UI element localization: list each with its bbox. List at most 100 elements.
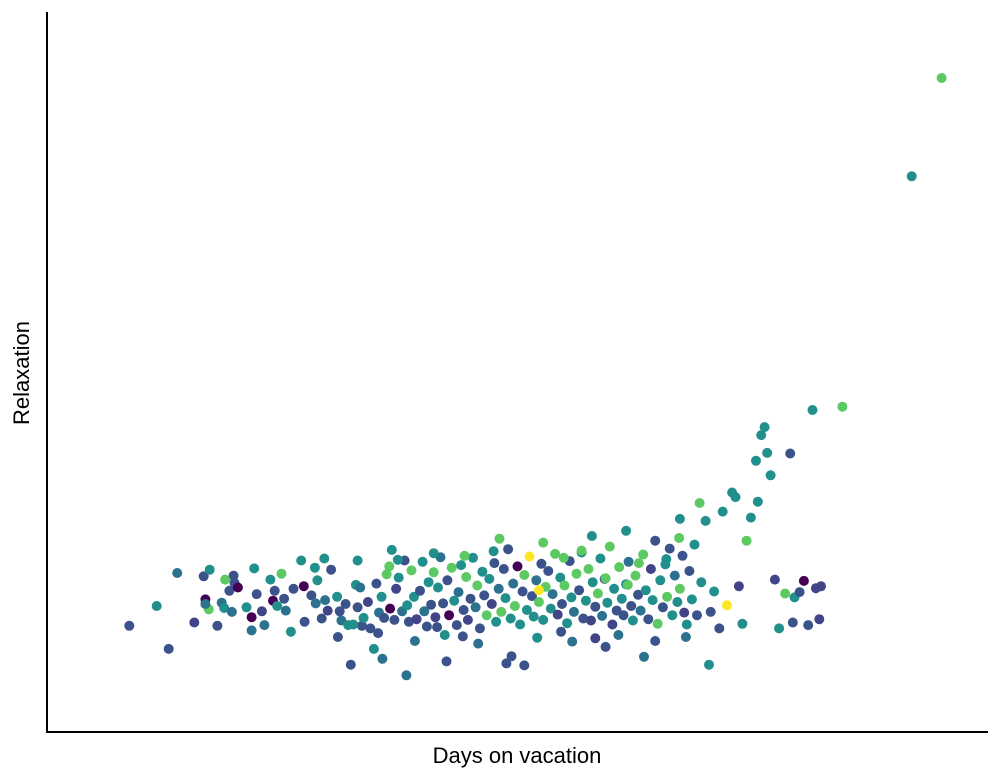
scatter-point bbox=[319, 553, 330, 564]
scatter-point bbox=[272, 601, 283, 611]
scatter-point bbox=[722, 600, 732, 611]
scatter-point bbox=[586, 531, 597, 541]
scatter-point bbox=[486, 599, 497, 609]
scatter-point bbox=[358, 612, 369, 623]
scatter-point bbox=[406, 565, 417, 576]
scatter-point bbox=[310, 598, 321, 609]
scatter-point bbox=[733, 581, 744, 592]
scatter-point bbox=[442, 575, 453, 586]
scatter-point bbox=[590, 601, 601, 612]
scatter-point bbox=[296, 555, 307, 566]
scatter-point bbox=[519, 570, 530, 580]
scatter-point bbox=[597, 610, 608, 621]
scatter-point bbox=[439, 630, 450, 640]
scatter-point bbox=[198, 571, 209, 582]
scatter-point bbox=[650, 535, 661, 546]
scatter-point bbox=[705, 606, 716, 617]
scatter-point bbox=[446, 562, 457, 573]
scatter-point bbox=[816, 581, 826, 592]
scatter-point bbox=[449, 595, 460, 606]
scatter-point bbox=[474, 623, 485, 634]
scatter-point bbox=[200, 599, 211, 609]
scatter-point bbox=[461, 572, 472, 582]
scatter-point bbox=[614, 562, 625, 573]
scatter-point bbox=[472, 580, 483, 591]
scatter-point bbox=[269, 585, 280, 596]
scatter-point bbox=[664, 543, 675, 554]
scatter-point bbox=[403, 616, 414, 627]
scatter-point bbox=[586, 615, 596, 626]
scatter-point bbox=[803, 620, 814, 631]
scatter-point bbox=[906, 171, 917, 182]
scatter-point bbox=[681, 619, 692, 630]
scatter-point bbox=[285, 626, 296, 637]
scatter-point bbox=[756, 430, 767, 441]
scatter-point bbox=[667, 610, 678, 621]
scatter-point bbox=[524, 551, 535, 562]
scatter-point bbox=[484, 573, 495, 584]
scatter-point bbox=[674, 583, 685, 594]
scatter-point bbox=[774, 623, 785, 634]
scatter-point bbox=[762, 447, 773, 458]
scatter-point bbox=[700, 515, 711, 526]
scatter-point bbox=[451, 620, 462, 631]
scatter-point bbox=[386, 544, 397, 555]
scatter-point bbox=[232, 582, 243, 593]
scatter-point bbox=[759, 422, 770, 433]
scatter-point bbox=[672, 597, 683, 607]
scatter-point bbox=[645, 564, 656, 574]
scatter-point bbox=[506, 651, 517, 662]
scatter-point bbox=[444, 610, 455, 621]
scatter-point bbox=[465, 593, 476, 604]
scatter-point bbox=[567, 636, 578, 647]
scatter-point bbox=[580, 595, 591, 606]
scatter-point bbox=[684, 566, 695, 576]
scatter-point bbox=[527, 591, 537, 602]
scatter-point bbox=[536, 558, 547, 569]
x-axis-label: Days on vacation bbox=[433, 743, 602, 768]
scatter-point bbox=[259, 620, 270, 631]
scatter-point bbox=[566, 592, 577, 603]
scatter-point bbox=[587, 577, 598, 588]
scatter-point bbox=[592, 588, 603, 599]
scatter-point bbox=[251, 589, 262, 600]
scatter-point bbox=[623, 556, 634, 567]
scatter-point bbox=[547, 589, 558, 600]
scatter-point bbox=[640, 585, 651, 596]
scatter-point bbox=[559, 580, 570, 591]
scatter-point bbox=[345, 659, 356, 670]
scatter-point bbox=[545, 603, 556, 614]
scatter-point bbox=[389, 614, 400, 625]
scatter-point bbox=[246, 625, 257, 636]
scatter-point bbox=[419, 606, 430, 617]
scatter-point bbox=[376, 591, 387, 602]
scatter-point bbox=[689, 539, 700, 550]
scatter-point bbox=[501, 658, 512, 669]
scatter-point bbox=[309, 562, 320, 573]
scatter-point bbox=[438, 598, 449, 609]
scatter-point bbox=[595, 553, 606, 564]
scatter-point bbox=[574, 585, 585, 596]
scatter-point bbox=[613, 630, 624, 640]
scatter-point bbox=[365, 623, 376, 634]
scatter-point bbox=[458, 605, 469, 615]
scatter-point bbox=[473, 638, 484, 649]
scatter-point bbox=[428, 548, 439, 559]
scatter-point bbox=[662, 591, 673, 602]
scatter-point bbox=[661, 554, 672, 565]
scatter-point bbox=[709, 586, 720, 597]
scatter-point bbox=[362, 597, 373, 607]
scatter-point bbox=[600, 573, 611, 584]
scatter-point bbox=[432, 622, 443, 633]
scatter-point bbox=[769, 574, 780, 585]
scatter-point bbox=[571, 568, 582, 579]
scatter-point bbox=[172, 568, 183, 578]
scatter-point bbox=[717, 506, 728, 517]
scatter-point bbox=[249, 563, 260, 574]
scatter-point bbox=[669, 570, 680, 581]
scatter-point bbox=[604, 541, 615, 552]
scatter-point bbox=[936, 73, 947, 83]
scatter-point bbox=[489, 558, 500, 569]
scatter-point bbox=[219, 603, 230, 613]
scatter-point bbox=[798, 575, 809, 586]
